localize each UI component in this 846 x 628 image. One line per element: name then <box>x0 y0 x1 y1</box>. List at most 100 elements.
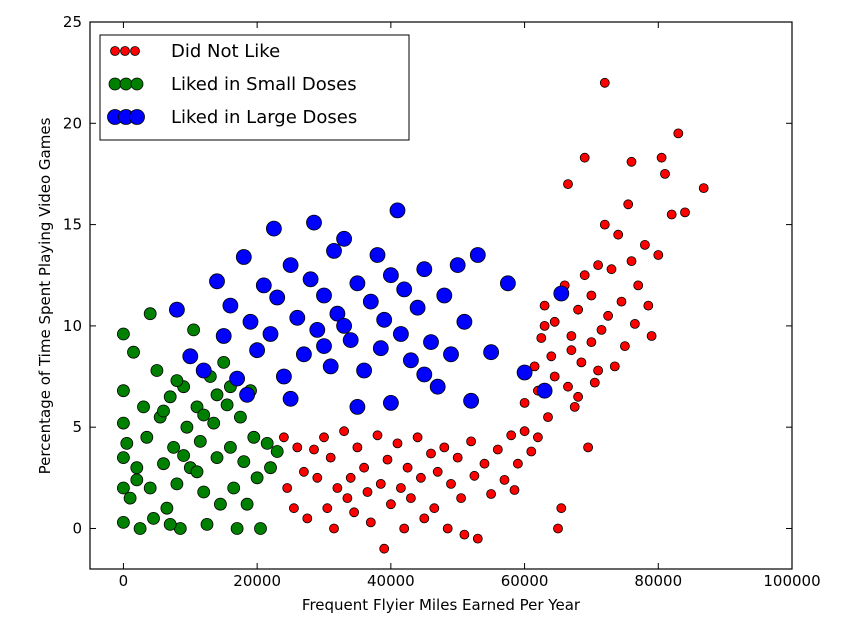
data-point <box>237 455 251 469</box>
data-point <box>316 287 332 304</box>
data-point <box>543 412 553 423</box>
data-point <box>197 408 211 422</box>
data-point <box>163 518 177 531</box>
data-point <box>526 446 537 457</box>
data-point <box>210 388 224 402</box>
data-point <box>596 324 607 335</box>
data-point <box>385 499 396 510</box>
data-point <box>375 478 386 489</box>
points-layer <box>117 77 709 554</box>
data-point <box>426 448 436 459</box>
series-liked-in-large-doses <box>168 202 570 415</box>
data-point <box>372 430 383 441</box>
x-tick-label: 80000 <box>634 572 682 590</box>
data-point <box>429 378 446 395</box>
data-point <box>227 481 241 495</box>
legend-box <box>99 34 410 141</box>
data-point <box>569 401 580 412</box>
data-point <box>382 267 399 284</box>
y-tick-label: 25 <box>63 13 82 31</box>
data-point <box>150 364 164 377</box>
data-point <box>298 466 309 477</box>
data-point <box>573 391 583 402</box>
data-point <box>240 497 254 511</box>
data-point <box>356 362 373 379</box>
data-point <box>345 472 356 483</box>
data-point <box>392 326 409 342</box>
data-point <box>509 485 520 495</box>
data-point <box>606 264 617 275</box>
data-point <box>536 382 553 399</box>
data-point <box>306 214 322 231</box>
data-point <box>260 436 274 450</box>
data-point <box>452 452 463 463</box>
data-point <box>170 477 184 491</box>
data-point <box>529 361 540 372</box>
data-point <box>673 128 684 139</box>
y-tick-label: 15 <box>63 216 82 234</box>
data-point <box>379 543 390 554</box>
data-point <box>563 179 573 190</box>
legend-label-liked-small-doses: Liked in Small Doses <box>171 74 357 95</box>
data-point <box>163 390 177 404</box>
data-point <box>609 361 620 372</box>
data-point <box>265 220 282 237</box>
data-point <box>264 461 277 475</box>
data-point <box>120 436 134 450</box>
data-point <box>436 287 453 304</box>
data-point <box>336 230 353 247</box>
data-point <box>143 481 157 495</box>
data-point <box>147 512 160 525</box>
data-point <box>566 345 577 356</box>
series-did-not-like <box>278 77 709 554</box>
data-point <box>439 442 450 453</box>
data-point <box>456 313 473 330</box>
legend-entry-liked-small-doses: Liked in Small Doses <box>108 74 357 95</box>
data-point <box>603 310 613 321</box>
data-point <box>563 381 573 392</box>
data-point <box>402 462 413 473</box>
data-point <box>409 299 426 316</box>
data-point <box>217 355 231 369</box>
data-point <box>680 207 690 218</box>
data-point <box>329 523 339 534</box>
x-tick-label: 0 <box>119 572 129 590</box>
legend-label-liked-large-doses: Liked in Large Doses <box>171 107 357 128</box>
data-point <box>302 513 313 524</box>
data-point <box>195 362 212 379</box>
data-point <box>513 458 523 469</box>
data-point <box>336 317 353 334</box>
data-point <box>486 489 497 499</box>
data-point <box>349 275 366 292</box>
y-tick-label: 20 <box>63 114 82 132</box>
x-axis-label: Frequent Flyier Miles Earned Per Year <box>302 596 581 614</box>
data-point <box>643 300 654 311</box>
data-point <box>215 328 232 344</box>
data-point <box>389 202 406 219</box>
data-point <box>235 249 252 265</box>
data-point <box>553 285 570 302</box>
data-point <box>382 394 399 411</box>
data-point <box>519 426 530 437</box>
x-tick-label: 20000 <box>233 572 281 590</box>
data-point <box>137 400 150 414</box>
data-point <box>326 242 342 259</box>
data-point <box>157 404 170 418</box>
data-point <box>209 273 225 290</box>
data-point <box>376 311 393 328</box>
data-point <box>432 466 443 477</box>
x-tick-label: 60000 <box>501 572 549 590</box>
series-liked-in-small-doses <box>117 307 284 535</box>
data-point <box>302 271 319 288</box>
data-point <box>309 321 326 338</box>
data-point <box>556 503 567 514</box>
data-point <box>576 357 587 368</box>
data-point <box>463 392 480 409</box>
data-point <box>275 368 292 385</box>
data-point <box>666 209 677 220</box>
data-point <box>415 472 426 483</box>
data-point <box>316 338 332 355</box>
data-point <box>117 481 130 495</box>
data-point <box>459 529 470 540</box>
